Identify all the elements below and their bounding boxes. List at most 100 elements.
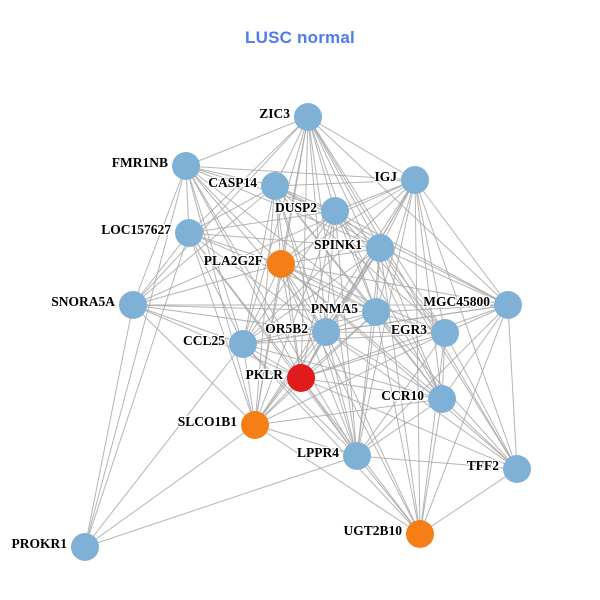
graph-edge (280, 263, 518, 470)
graph-node-label-pla2g2f: PLA2G2F (204, 253, 263, 268)
graph-node-label-egr3: EGR3 (391, 322, 427, 337)
graph-edge (280, 263, 443, 400)
graph-node-tff2[interactable] (503, 455, 531, 483)
graph-node-label-prokr1: PROKR1 (12, 536, 68, 551)
graph-node-label-lppr4: LPPR4 (297, 445, 339, 460)
graph-edge (132, 263, 282, 306)
graph-edge (254, 332, 446, 426)
graph-node-pla2g2f[interactable] (267, 250, 295, 278)
graph-edge (280, 263, 358, 457)
graph-edge (242, 263, 282, 345)
graph-node-label-zic3: ZIC3 (259, 106, 290, 121)
graph-edge (132, 304, 244, 345)
graph-edge (84, 304, 134, 548)
graph-node-loc157627[interactable] (175, 219, 203, 247)
graph-node-ugt2b10[interactable] (406, 520, 434, 548)
graph-edge (307, 116, 416, 181)
graph-node-label-casp14: CASP14 (208, 175, 257, 190)
page-title: LUSC normal (245, 28, 355, 47)
graph-edge (132, 232, 190, 306)
graph-edge (419, 398, 443, 535)
graph-edge (307, 116, 381, 249)
graph-edge (84, 455, 358, 548)
graph-edge (280, 263, 377, 313)
graph-node-ccl25[interactable] (229, 330, 257, 358)
graph-node-label-ugt2b10: UGT2B10 (343, 523, 402, 538)
graph-edge (254, 398, 443, 426)
graph-edge (188, 232, 282, 265)
graph-node-label-pklr: PKLR (245, 367, 283, 382)
graph-node-label-fmr1nb: FMR1NB (112, 155, 168, 170)
graph-edge (414, 179, 421, 535)
graph-edge (356, 311, 377, 457)
graph-node-spink1[interactable] (366, 234, 394, 262)
graph-edge (356, 455, 421, 535)
label-layer: ZIC3 FMR1NB CASP14 IGJ DUSP2 LOC157627 SPINK1 P… (10, 105, 500, 553)
graph-edge (242, 185, 276, 345)
graph-edge (274, 185, 443, 400)
graph-edge (334, 210, 377, 313)
graph-node-or5b2[interactable] (312, 318, 340, 346)
graph-edge (379, 247, 446, 334)
graph-edge (356, 455, 518, 470)
graph-edge (188, 232, 381, 249)
graph-edge (132, 165, 187, 306)
graph-edge (414, 179, 509, 306)
graph-edge (185, 116, 309, 167)
graph-edge (307, 116, 446, 334)
graph-edge (254, 179, 416, 426)
graph-node-snora5a[interactable] (119, 291, 147, 319)
graph-edge (375, 304, 509, 313)
graph-edge (254, 424, 421, 535)
graph-node-slco1b1[interactable] (241, 411, 269, 439)
graph-edge (242, 343, 443, 400)
graph-edge (242, 311, 377, 345)
graph-node-label-tff2: TFF2 (467, 458, 499, 473)
graph-edge (254, 210, 336, 426)
graph-edge (132, 304, 377, 313)
graph-node-mgc45800[interactable] (494, 291, 522, 319)
graph-node-pnma5[interactable] (362, 298, 390, 326)
graph-edge (375, 311, 421, 535)
graph-edge (185, 165, 327, 333)
graph-edge (444, 332, 518, 470)
graph-edge (242, 210, 336, 345)
graph-edge (379, 247, 518, 470)
graph-edge (132, 304, 327, 333)
graph-edge (185, 165, 256, 426)
graph-edge (132, 304, 256, 426)
graph-edge (334, 179, 416, 212)
graph-node-ccr10[interactable] (428, 385, 456, 413)
graph-edge (325, 331, 518, 470)
graph-edge (185, 165, 381, 249)
graph-edge (242, 179, 416, 345)
graph-edge (274, 185, 327, 333)
graph-edge (300, 332, 446, 379)
graph-edge (254, 263, 282, 426)
graph-edge (84, 165, 187, 548)
graph-node-label-slco1b1: SLCO1B1 (178, 414, 238, 429)
graph-edge (300, 304, 509, 379)
graph-edge (188, 232, 327, 333)
graph-node-label-pnma5: PNMA5 (311, 301, 358, 316)
graph-node-lppr4[interactable] (343, 442, 371, 470)
graph-node-label-dusp2: DUSP2 (275, 200, 317, 215)
graph-edge (307, 116, 327, 333)
graph-node-igj[interactable] (401, 166, 429, 194)
graph-edge (419, 468, 518, 535)
graph-edge (325, 331, 446, 334)
graph-node-prokr1[interactable] (71, 533, 99, 561)
graph-edge (507, 304, 518, 470)
graph-edge (414, 179, 518, 470)
graph-node-casp14[interactable] (261, 172, 289, 200)
graph-node-label-mgc45800: MGC45800 (423, 294, 490, 309)
graph-node-fmr1nb[interactable] (172, 152, 200, 180)
graph-node-pklr[interactable] (287, 364, 315, 392)
graph-node-label-or5b2: OR5B2 (265, 321, 308, 336)
graph-edge (379, 247, 509, 306)
graph-node-label-ccl25: CCL25 (183, 333, 225, 348)
graph-node-zic3[interactable] (294, 103, 322, 131)
graph-node-dusp2[interactable] (321, 197, 349, 225)
graph-node-egr3[interactable] (431, 319, 459, 347)
